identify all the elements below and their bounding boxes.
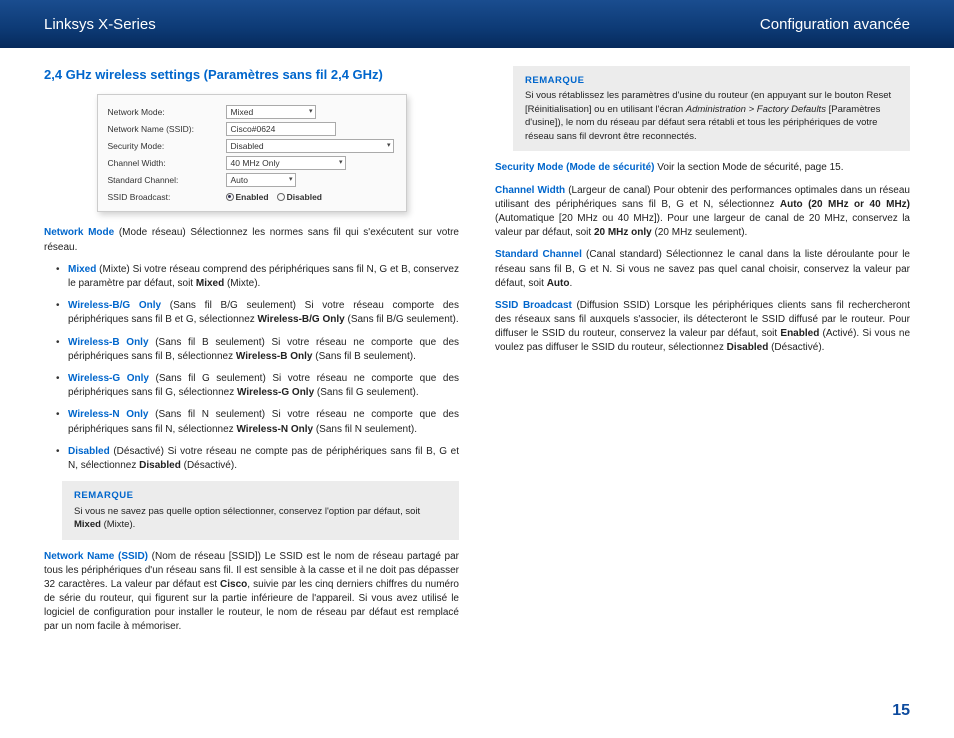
dropdown-field[interactable]: Auto (226, 173, 296, 187)
mode-option: Wireless-G Only (Sans fil G seulement) S… (56, 372, 459, 400)
text-field[interactable]: Cisco#0624 (226, 122, 336, 136)
row-ssid-broadcast: SSID Broadcast: Enabled Disabled (108, 188, 396, 205)
mode-option: Wireless-N Only (Sans fil N seulement) S… (56, 408, 459, 436)
mode-option: Wireless-B Only (Sans fil B seulement) S… (56, 336, 459, 364)
security-mode-para: Security Mode (Mode de sécurité) Voir la… (495, 161, 910, 175)
dropdown-field[interactable]: Mixed (226, 105, 316, 119)
page-header: Linksys X-Series Configuration avancée (0, 0, 954, 48)
radio-dot-icon (277, 193, 285, 201)
page-number: 15 (892, 702, 910, 720)
settings-row-label: Network Name (SSID): (108, 123, 226, 135)
mode-option: Disabled (Désactivé) Si votre réseau ne … (56, 445, 459, 473)
standard-channel-para: Standard Channel (Canal standard) Sélect… (495, 248, 910, 291)
mode-options-list: Mixed (Mixte) Si votre réseau comprend d… (44, 263, 459, 473)
broadcast-label: SSID Broadcast: (108, 191, 226, 203)
settings-row: Security Mode:Disabled (108, 137, 396, 154)
radio-dot-icon (226, 193, 234, 201)
radio-enabled[interactable]: Enabled (226, 191, 269, 203)
header-right: Configuration avancée (760, 16, 910, 33)
settings-row-label: Network Mode: (108, 106, 226, 118)
mode-option: Wireless-B/G Only (Sans fil B/G seulemen… (56, 299, 459, 327)
note-mixed: REMARQUE Si vous ne savez pas quelle opt… (62, 481, 459, 539)
settings-row: Network Name (SSID):Cisco#0624 (108, 120, 396, 137)
dropdown-field[interactable]: Disabled (226, 139, 394, 153)
settings-row-label: Channel Width: (108, 157, 226, 169)
note-reset: REMARQUE Si vous rétablissez les paramèt… (513, 66, 910, 151)
settings-row-label: Standard Channel: (108, 174, 226, 186)
ssid-broadcast-para: SSID Broadcast (Diffusion SSID) Lorsque … (495, 299, 910, 356)
settings-panel: Network Mode:MixedNetwork Name (SSID):Ci… (97, 94, 407, 212)
settings-row: Channel Width:40 MHz Only (108, 154, 396, 171)
settings-row: Standard Channel:Auto (108, 171, 396, 188)
header-left: Linksys X-Series (44, 16, 156, 33)
settings-row: Network Mode:Mixed (108, 103, 396, 120)
radio-disabled[interactable]: Disabled (277, 191, 322, 203)
dropdown-field[interactable]: 40 MHz Only (226, 156, 346, 170)
network-mode-intro: Network Mode (Mode réseau) Sélectionnez … (44, 226, 459, 254)
channel-width-para: Channel Width (Largeur de canal) Pour ob… (495, 184, 910, 241)
ssid-para: Network Name (SSID) (Nom de réseau [SSID… (44, 550, 459, 635)
page-content: 2,4 GHz wireless settings (Paramètres sa… (0, 48, 954, 688)
section-title: 2,4 GHz wireless settings (Paramètres sa… (44, 66, 459, 84)
settings-row-label: Security Mode: (108, 140, 226, 152)
mode-option: Mixed (Mixte) Si votre réseau comprend d… (56, 263, 459, 291)
